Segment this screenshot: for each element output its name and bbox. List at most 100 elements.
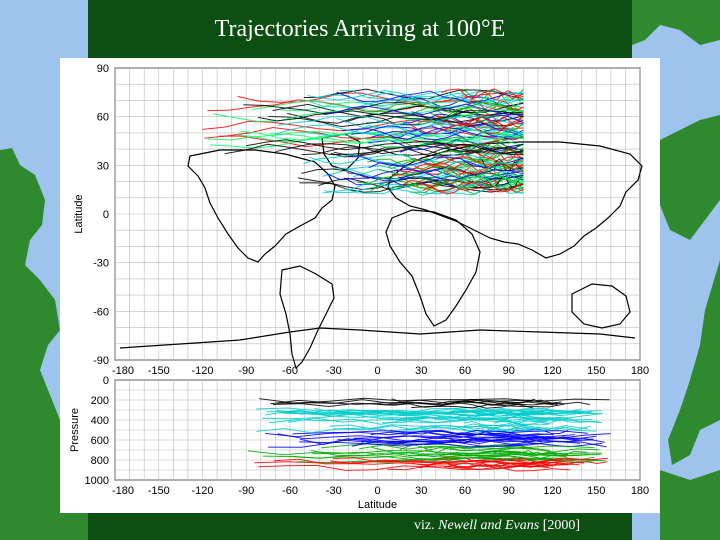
pressure-trajectory-line [259, 397, 610, 404]
pressure-x-tick-label: -60 [282, 485, 298, 497]
map-trajectory-line [309, 99, 524, 109]
map-coastlines [119, 133, 643, 370]
pressure-x-tick-label: 0 [374, 485, 380, 497]
pressure-trajectory-line [371, 446, 600, 454]
trajectory-figure: -180 -150 -120 -90 -60 -30 0 30 60 90 120 150 180 90… [60, 58, 660, 513]
pressure-trajectory-line [333, 457, 556, 465]
pressure-x-tick-label: -150 [148, 485, 170, 497]
map-trajectory-line [401, 179, 524, 192]
map-x-tick-label: -60 [282, 365, 298, 377]
pressure-trajectories [247, 397, 611, 472]
pressure-y-tick-label: 400 [91, 415, 109, 427]
map-x-tick-label: 0 [374, 365, 380, 377]
pressure-trajectory-line [273, 458, 526, 466]
map-trajectory-line [461, 89, 524, 103]
map-trajectory-line [483, 175, 524, 188]
map-trajectory-line [408, 122, 524, 135]
citation-year: [2000] [539, 518, 581, 533]
pressure-trajectory-line [329, 423, 536, 430]
map-y-axis-label: Latitude [73, 194, 85, 233]
pressure-y-tick-label: 0 [103, 375, 109, 387]
pressure-trajectory-line [389, 430, 555, 437]
pressure-trajectory-line [347, 410, 593, 415]
pressure-x-tick-label: -180 [112, 485, 134, 497]
map-grid [114, 67, 641, 361]
pressure-x-tick-label: 30 [415, 485, 427, 497]
map-trajectory-line [210, 137, 524, 149]
map-trajectory-line [450, 148, 524, 161]
map-trajectory-line [346, 169, 524, 183]
pressure-x-tick-label: 60 [459, 485, 471, 497]
pressure-x-tick-label: -120 [191, 485, 213, 497]
map-y-tick-label: 90 [97, 63, 109, 75]
pressure-trajectory-line [467, 399, 591, 406]
land-right-mid [660, 115, 720, 240]
pressure-trajectory-line [269, 418, 549, 425]
pressure-trajectory-line [330, 459, 574, 466]
map-x-tick-label: 120 [543, 365, 561, 377]
map-trajectory-line [409, 183, 524, 195]
coastline-eurasia [387, 141, 643, 259]
map-trajectory-line [378, 164, 524, 177]
pressure-trajectory-line [310, 450, 567, 457]
coastline-north-america [187, 149, 336, 263]
pressure-y-tick-label: 800 [91, 455, 109, 467]
map-trajectory-line [212, 108, 524, 122]
map-x-tick-label: 90 [503, 365, 515, 377]
map-y-tick-label: -90 [93, 355, 109, 367]
pressure-y-tick-label: 1000 [85, 475, 109, 487]
map-trajectory-line [342, 126, 524, 140]
citation-prefix: viz. [414, 518, 439, 533]
pressure-trajectory-line [351, 440, 607, 448]
map-x-tick-label: 60 [459, 365, 471, 377]
land-right-bottom [660, 470, 720, 540]
citation-authors: Newell and Evans [438, 518, 540, 533]
pressure-trajectory-line [428, 432, 597, 439]
map-trajectory-line [272, 103, 524, 118]
map-x-tick-label: -120 [191, 365, 213, 377]
map-trajectory-line [303, 153, 524, 166]
slide-title: Trajectories Arriving at 100°E [214, 16, 506, 42]
map-trajectory-line [348, 156, 524, 168]
map-trajectory-line [224, 143, 524, 156]
pressure-trajectory-line [422, 435, 577, 443]
map-trajectory-line [439, 160, 524, 173]
pressure-trajectory-line [388, 417, 600, 424]
map-trajectory-line [208, 129, 524, 142]
pressure-x-axis-label: Latitude [358, 499, 397, 511]
map-trajectory-line [323, 103, 524, 116]
land-right-top [632, 0, 720, 45]
pressure-y-tick-label: 200 [91, 395, 109, 407]
map-x-tick-label: -180 [112, 365, 134, 377]
pressure-y-axis-label: Pressure [69, 408, 81, 452]
map-trajectory-line [326, 168, 524, 181]
pressure-trajectory-line [258, 464, 551, 471]
map-trajectory-line [416, 182, 524, 195]
map-x-tick-label: 180 [631, 365, 649, 377]
pressure-x-tick-label: -30 [326, 485, 342, 497]
map-trajectory-line [436, 169, 524, 182]
pressure-x-tick-label: 180 [631, 485, 649, 497]
map-trajectory-line [448, 177, 524, 189]
pressure-trajectory-line [359, 444, 595, 450]
map-trajectory-line [237, 132, 524, 144]
map-trajectory-line [413, 156, 524, 166]
pressure-x-tick-labels: -180 -150 -120 -90 -60 -30 0 30 60 90 120 150 180 [112, 485, 649, 497]
coastline-antarctica [119, 327, 636, 349]
pressure-y-tick-label: 600 [91, 435, 109, 447]
map-trajectory-line [391, 162, 524, 176]
land-left-island [8, 178, 38, 222]
map-trajectory-line [351, 123, 524, 138]
map-y-tick-label: -60 [93, 306, 109, 318]
map-trajectory-line [417, 119, 524, 132]
map-y-tick-label: 0 [103, 209, 109, 221]
map-x-tick-label: 150 [587, 365, 605, 377]
pressure-trajectory-line [276, 409, 548, 416]
pressure-panel: -180 -150 -120 -90 -60 -30 0 30 60 90 120 150 180 0 2… [69, 375, 649, 511]
citation: viz. Newell and Evans [2000] [414, 518, 580, 534]
pressure-trajectory-line [276, 399, 562, 406]
pressure-trajectory-line [456, 450, 588, 457]
pressure-trajectory-line [463, 420, 549, 426]
pressure-x-tick-label: 90 [503, 485, 515, 497]
map-trajectory-line [297, 177, 524, 191]
